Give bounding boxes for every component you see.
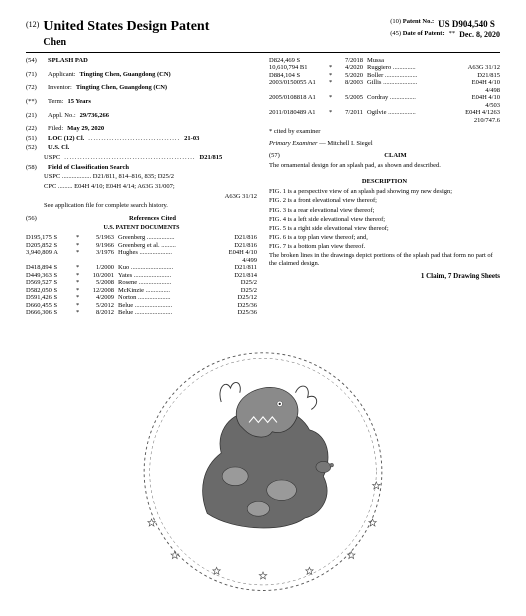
invention-title: SPLASH PAD: [48, 57, 88, 65]
inventor-value: Tingting Chen, Guangdong (CN): [76, 84, 167, 92]
applicant-code: (71): [26, 71, 44, 79]
patent-header: (12) United States Design Patent Chen (1…: [26, 18, 500, 53]
date-marks: **: [449, 30, 456, 41]
applicant-value: Tingting Chen, Guangdong (CN): [79, 71, 170, 79]
term-value: 15 Years: [67, 98, 90, 106]
drawing-area: [0, 332, 526, 602]
patdoc-row: D884,104 S*5/2020Boller ................…: [269, 72, 500, 79]
left-column: (54) SPLASH PAD (71) Applicant: Tingting C…: [26, 57, 257, 317]
claim-code: (57): [269, 152, 287, 160]
loc-code: (51): [26, 135, 44, 143]
claim-text: The ornamental design for an splash pad,…: [269, 162, 500, 170]
patent-page: (12) United States Design Patent Chen (1…: [0, 0, 526, 616]
uspc-dots: ........................................…: [64, 154, 195, 162]
appl-label: Appl. No.:: [48, 112, 76, 120]
patdoc-row: D660,455 S*5/2012Belue .................…: [26, 302, 257, 309]
filed-code: (22): [26, 125, 44, 133]
doc-title: United States Design Patent: [43, 18, 209, 36]
patdoc-row: 210/747.6: [269, 117, 500, 124]
header-left: (12) United States Design Patent Chen: [26, 18, 209, 49]
inventor-code: (72): [26, 84, 44, 92]
description-list: FIG. 1 is a perspective view of an splas…: [269, 188, 500, 268]
patdoc-row: D205,852 S*9/1966Greenberg et al. ......…: [26, 242, 257, 249]
loc-value: 21-03: [184, 135, 199, 143]
patent-drawing: [123, 337, 403, 597]
uscl-code: (52): [26, 144, 44, 152]
right-column: D824,469 S7/2018Mussa 10,610,794 B1*4/20…: [269, 57, 500, 317]
appl-code: (21): [26, 112, 44, 120]
patdoc-row: 2003/0150055 A1*8/2003Gillis ...........…: [269, 79, 500, 86]
date-label: Date of Patent:: [403, 30, 445, 37]
patdoc-row: D195,175 S*5/1963Greenberg .............…: [26, 234, 257, 241]
description-line: FIG. 3 is a rear elevational view thereo…: [269, 207, 500, 215]
description-line: FIG. 2 is a front elevational view there…: [269, 197, 500, 205]
uscl-label: U.S. Cl.: [48, 144, 69, 152]
description-line: The broken lines in the drawings depict …: [269, 252, 500, 268]
patdoc-row: D418,894 S*1/2000Kuo ...................…: [26, 264, 257, 271]
desc-title: DESCRIPTION: [269, 178, 500, 186]
publication-code: (12): [26, 20, 39, 49]
loc-dots: ...................................: [88, 135, 180, 143]
claims-sheets: 1 Claim, 7 Drawing Sheets: [269, 272, 500, 281]
claim-title: CLAIM: [291, 152, 500, 160]
term-code: (**): [26, 98, 44, 106]
description-line: FIG. 4 is a left side elevational view t…: [269, 216, 500, 224]
filed-value: May 29, 2020: [67, 125, 104, 133]
patdoc-row: D569,527 S*5/2008Rosene ................…: [26, 279, 257, 286]
patdoc-row: D591,426 S*4/2009Norton ................…: [26, 294, 257, 301]
description-line: FIG. 5 is a right side elevational view …: [269, 225, 500, 233]
patdocs-right-table: D824,469 S7/2018Mussa 10,610,794 B1*4/20…: [269, 57, 500, 124]
patent-no-label: Patent No.:: [403, 18, 434, 25]
term-label: Term:: [48, 98, 63, 106]
patdoc-row: D666,306 S*8/2012Belue .................…: [26, 309, 257, 316]
search-note: See application file for complete search…: [44, 202, 168, 210]
header-title-block: United States Design Patent Chen: [43, 18, 209, 49]
patdoc-row: 3,940,809 A*3/1976Hughes ...............…: [26, 249, 257, 256]
refs-label: References Cited: [48, 215, 257, 223]
search-label: Field of Classification Search: [48, 164, 129, 172]
biblio-columns: (54) SPLASH PAD (71) Applicant: Tingting C…: [26, 57, 500, 317]
patdoc-row: 4/503: [269, 102, 500, 109]
patdoc-row: D582,050 S*12/2008McKinzie .............…: [26, 287, 257, 294]
patdoc-row: D824,469 S7/2018Mussa: [269, 57, 500, 64]
date-value: Dec. 8, 2020: [459, 30, 500, 41]
description-line: FIG. 1 is a perspective view of an splas…: [269, 188, 500, 196]
description-line: FIG. 7 is a bottom plan view thereof.: [269, 243, 500, 251]
patdocs-left-table: D195,175 S*5/1963Greenberg .............…: [26, 234, 257, 316]
author-surname: Chen: [43, 37, 209, 50]
patdoc-row: 2011/0180489 A1*7/2011Ogilvie ..........…: [269, 109, 500, 116]
appl-value: 29/736,266: [80, 112, 109, 120]
examiner-value: — Mitchell I. Siegel: [318, 140, 373, 147]
patdoc-row: D449,363 S*10/2001Yates ................…: [26, 272, 257, 279]
header-right: (10) Patent No.: US D904,540 S (45) Date…: [390, 18, 500, 41]
filed-label: Filed:: [48, 125, 63, 133]
search-cpc: CPC ......... E04H 4/10; E04H 4/14; A63G…: [44, 183, 175, 191]
refs-code: (56): [26, 215, 44, 223]
inventor-label: Inventor:: [48, 84, 72, 92]
search-code: (58): [26, 164, 44, 172]
search-uspc: USPC .................. D21/811, 814–816…: [44, 173, 174, 181]
search-cpc2: A63G 31/12: [225, 193, 257, 201]
uspc-label: USPC: [44, 154, 60, 162]
uspc-value: D21/815: [200, 154, 223, 162]
patdoc-row: 4/499: [26, 257, 257, 264]
patdocs-title: U.S. PATENT DOCUMENTS: [26, 225, 257, 233]
applicant-label: Applicant:: [48, 71, 75, 79]
description-line: FIG. 6 is a top plan view thereof; and,: [269, 234, 500, 242]
loc-label: LOC (12) Cl.: [48, 135, 84, 143]
title-code: (54): [26, 57, 44, 65]
date-code: (45): [390, 30, 401, 37]
patent-no-value: US D904,540 S: [438, 18, 495, 30]
patdoc-row: 10,610,794 B1*4/2020Ruggiero ...........…: [269, 64, 500, 71]
examiner-label: Primary Examiner: [269, 140, 318, 147]
patent-no-code: (10): [390, 18, 401, 25]
cited-note: * cited by examiner: [269, 128, 500, 136]
patdoc-row: 2005/0108818 A1*5/2005Cordray ..........…: [269, 94, 500, 101]
patdoc-row: 4/498: [269, 87, 500, 94]
